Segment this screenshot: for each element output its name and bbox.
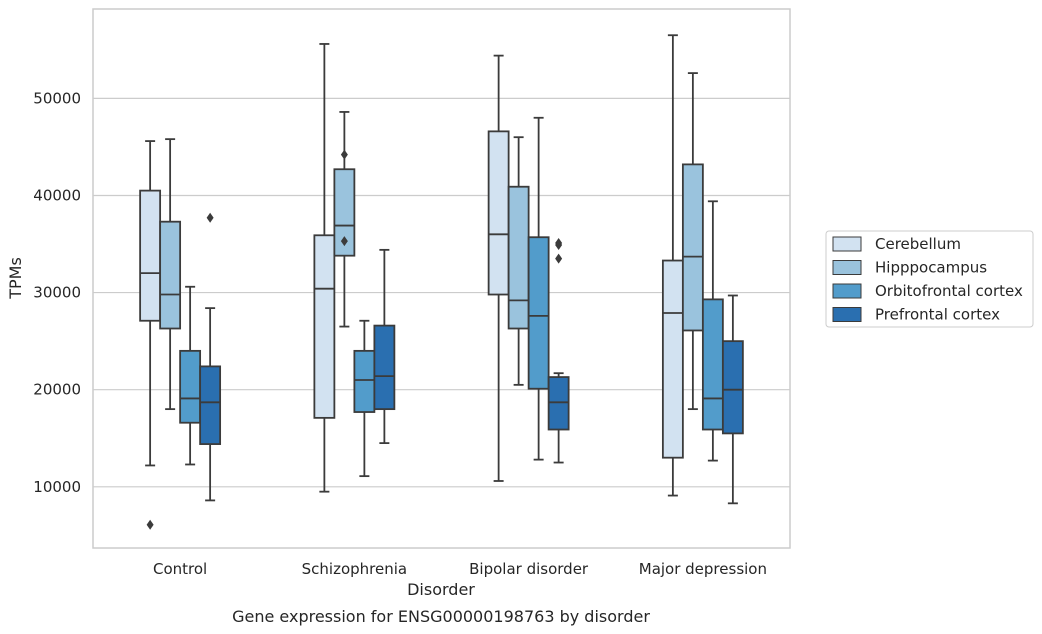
box-orbitofrontal-cortex bbox=[701, 200, 724, 462]
box-plots bbox=[139, 34, 744, 530]
y-tick-label: 40000 bbox=[33, 186, 81, 204]
box-cerebellum bbox=[487, 54, 510, 482]
iqr-box bbox=[487, 130, 510, 296]
iqr-box bbox=[701, 298, 724, 431]
box-orbitofrontal-cortex bbox=[353, 319, 376, 478]
box-prefrontal-cortex bbox=[547, 238, 570, 464]
legend-label: Cerebellum bbox=[875, 235, 961, 253]
x-tick-label: Schizophrenia bbox=[302, 560, 407, 578]
iqr-box bbox=[179, 349, 202, 424]
outlier-point bbox=[146, 519, 154, 530]
outlier-point bbox=[340, 149, 348, 160]
legend-label: Hipppocampus bbox=[875, 259, 987, 277]
legend-swatch bbox=[832, 283, 862, 299]
outlier-point bbox=[206, 212, 214, 223]
box-hipppocampus bbox=[681, 72, 704, 411]
legend-swatch bbox=[832, 260, 862, 275]
iqr-box bbox=[527, 236, 550, 390]
box-cerebellum bbox=[139, 140, 162, 530]
chart-caption: Gene expression for ENSG00000198763 by d… bbox=[232, 607, 650, 626]
box-hipppocampus bbox=[507, 136, 530, 386]
outlier-point bbox=[555, 239, 563, 250]
x-tick-label: Bipolar disorder bbox=[469, 560, 589, 578]
legend-swatch bbox=[832, 236, 862, 252]
x-axis-label: Disorder bbox=[407, 580, 475, 599]
y-tick-label: 20000 bbox=[33, 381, 81, 399]
y-tick-labels: 10000 20000 30000 40000 50000 bbox=[33, 89, 81, 495]
y-axis-label: TPMs bbox=[6, 257, 25, 300]
legend-label: Prefrontal cortex bbox=[875, 306, 1000, 324]
iqr-box bbox=[333, 168, 356, 257]
box-orbitofrontal-cortex bbox=[179, 285, 202, 466]
legend: Cerebellum Hipppocampus Orbitofrontal cort… bbox=[825, 230, 1034, 328]
box-orbitofrontal-cortex bbox=[527, 116, 550, 461]
outlier-point bbox=[555, 253, 563, 264]
box-prefrontal-cortex bbox=[373, 248, 396, 445]
iqr-box bbox=[159, 220, 182, 330]
x-tick-label: Control bbox=[153, 560, 207, 578]
outlier-point bbox=[340, 236, 348, 247]
box-prefrontal-cortex bbox=[199, 212, 222, 502]
iqr-box bbox=[547, 376, 570, 431]
x-tick-label: Major depression bbox=[639, 560, 767, 578]
x-tick-labels: Control Schizophrenia Bipolar disorder Majo… bbox=[153, 560, 767, 578]
iqr-box bbox=[139, 189, 162, 322]
legend-label: Orbitofrontal cortex bbox=[875, 282, 1023, 300]
iqr-box bbox=[661, 259, 684, 459]
plot-frame bbox=[92, 8, 791, 549]
iqr-box bbox=[721, 340, 744, 435]
box-cerebellum bbox=[313, 43, 336, 493]
iqr-box bbox=[353, 349, 376, 413]
box-cerebellum bbox=[661, 34, 684, 497]
box-prefrontal-cortex bbox=[721, 294, 744, 505]
iqr-box bbox=[681, 163, 704, 332]
legend-swatch bbox=[832, 307, 862, 322]
y-tick-label: 50000 bbox=[33, 89, 81, 107]
iqr-box bbox=[313, 234, 336, 419]
iqr-box bbox=[373, 324, 396, 411]
iqr-box bbox=[199, 365, 222, 445]
box-hipppocampus bbox=[159, 138, 182, 411]
y-tick-label: 30000 bbox=[33, 284, 81, 302]
iqr-box bbox=[507, 185, 530, 330]
legend-frame bbox=[825, 230, 1034, 328]
box-hipppocampus bbox=[333, 111, 356, 328]
y-tick-label: 10000 bbox=[33, 478, 81, 496]
